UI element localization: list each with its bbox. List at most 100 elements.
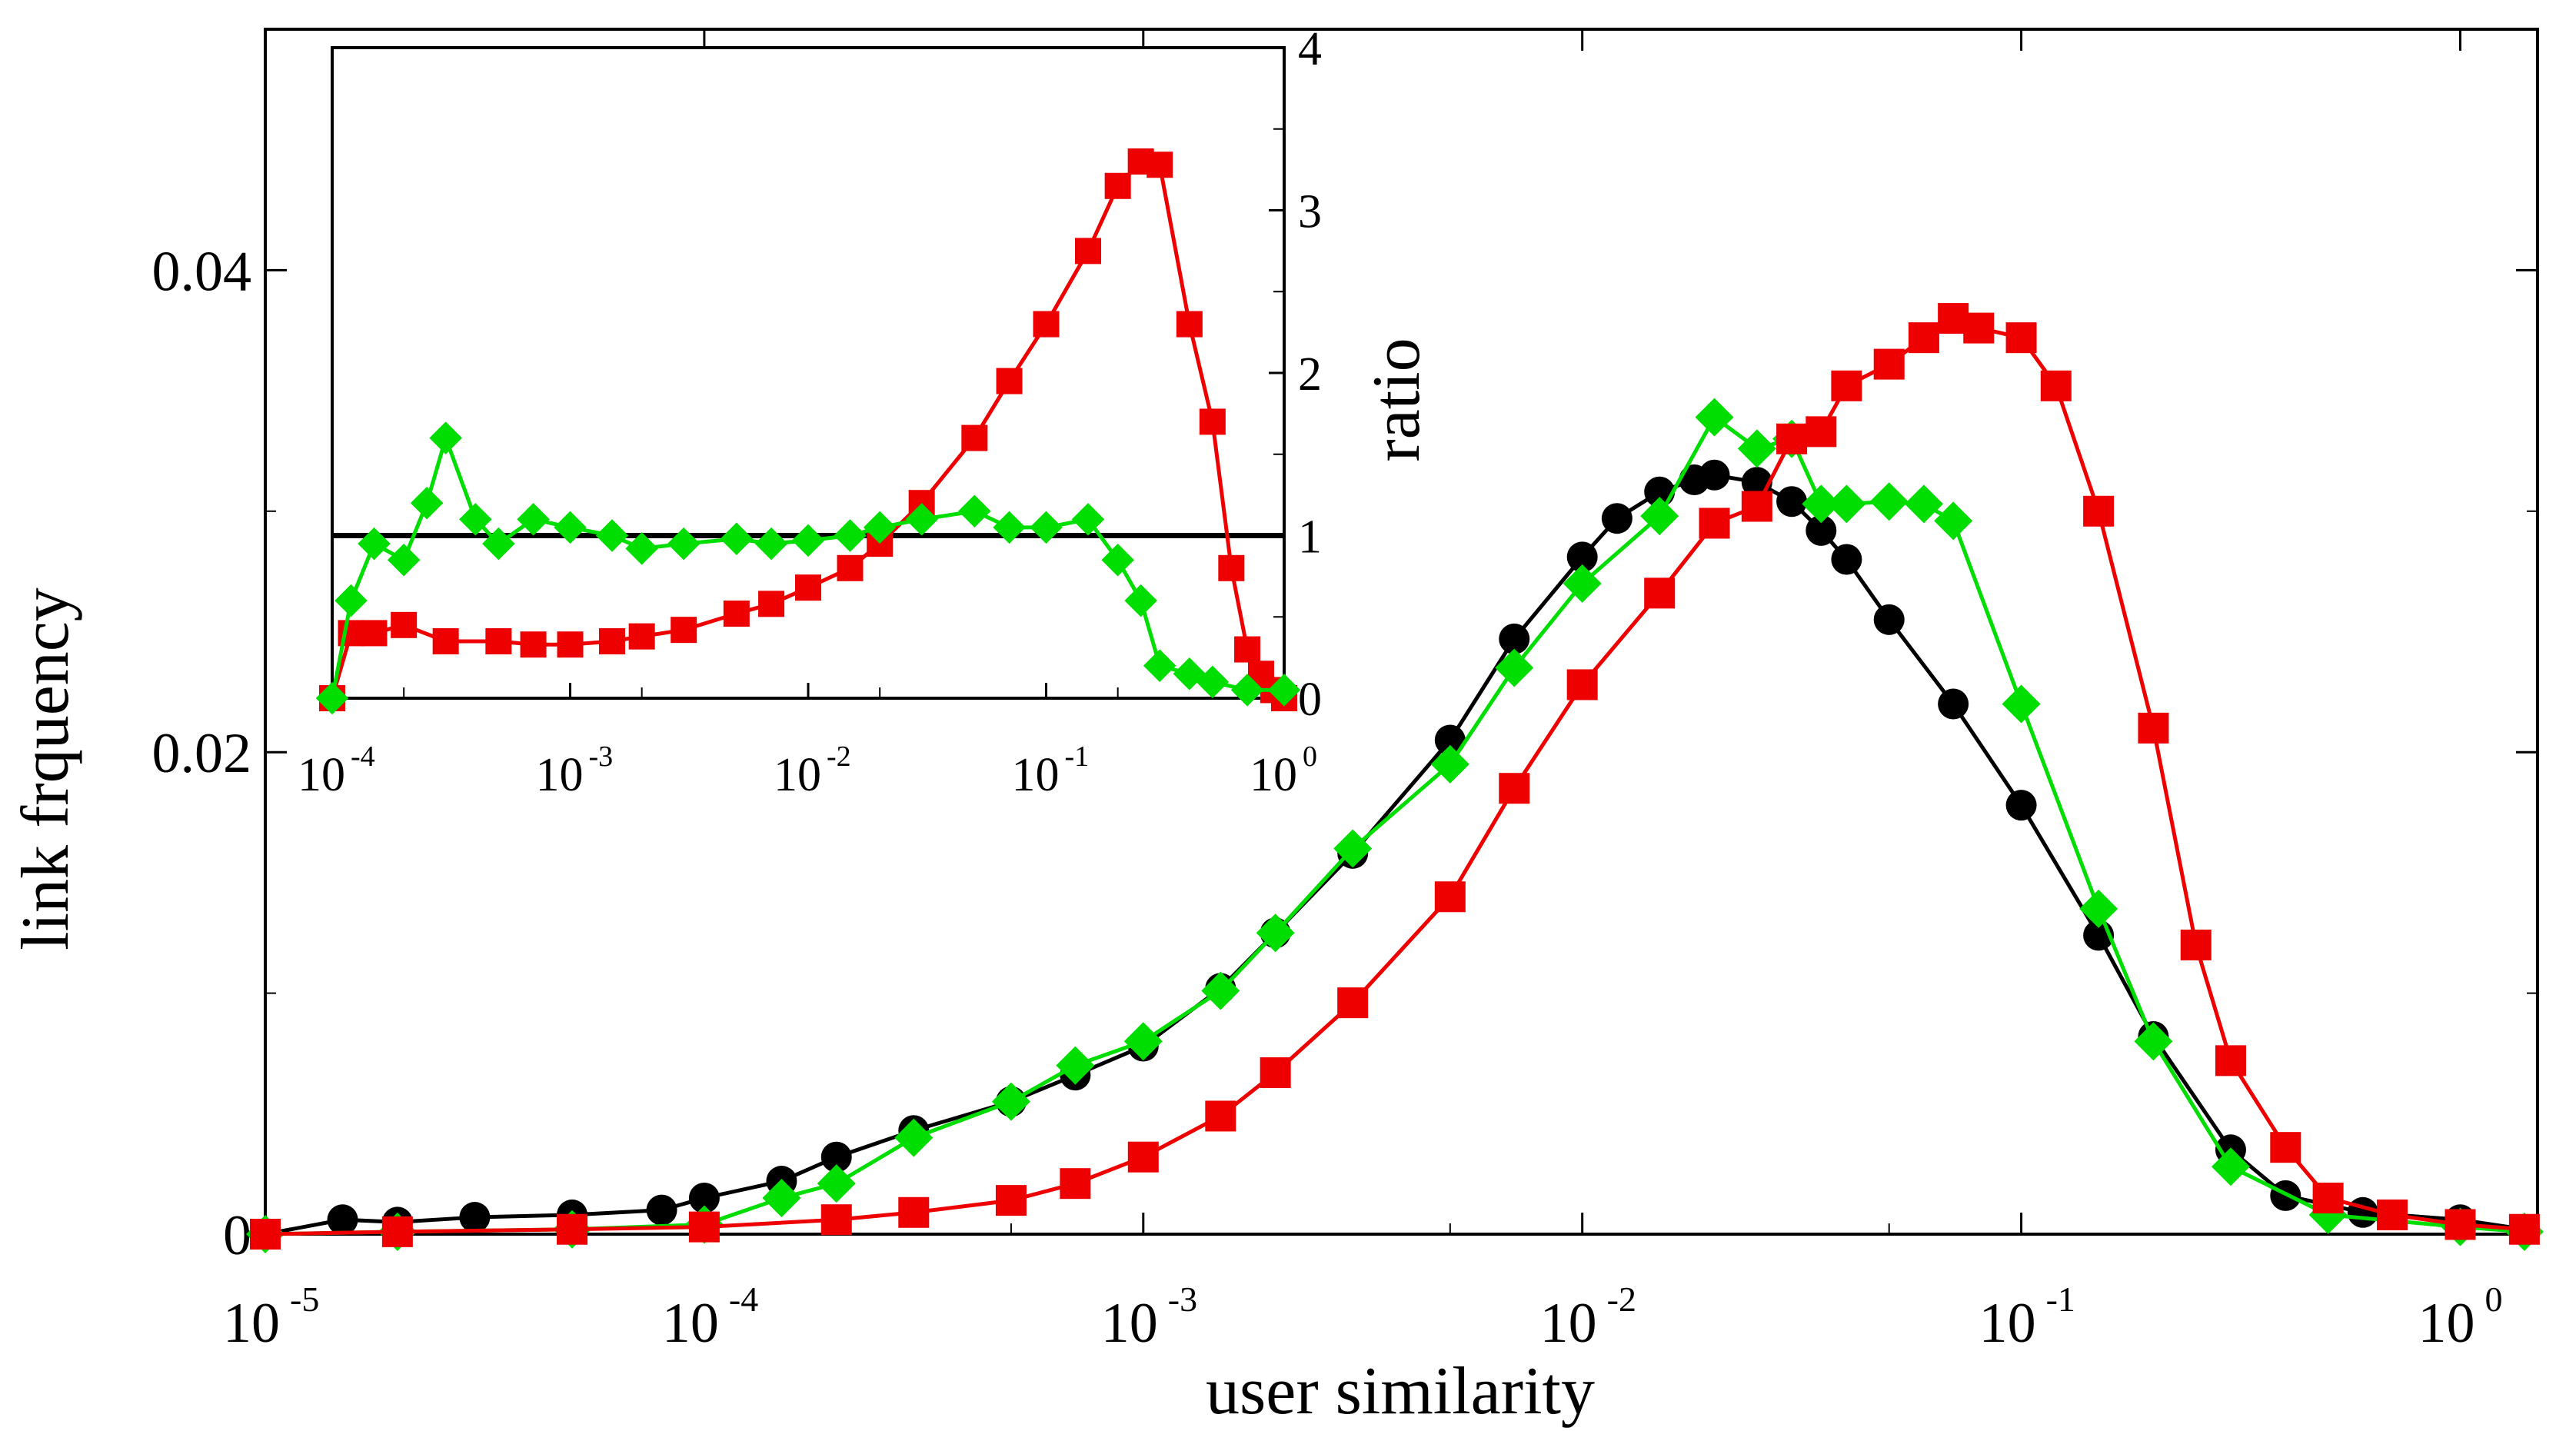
series-line-red-squares bbox=[265, 316, 2525, 1236]
data-point bbox=[1644, 577, 1676, 609]
main-plot-area: 10 -5 10 -4 10 -3 10 -2 10 -1 10 000.020.04 bbox=[152, 28, 2539, 1355]
data-point bbox=[1938, 688, 1969, 720]
data-point bbox=[1802, 484, 1841, 524]
series-line-green-diamonds bbox=[265, 414, 2525, 1236]
data-point bbox=[723, 601, 750, 627]
y-tick-label: 1 bbox=[1298, 511, 1322, 564]
data-point bbox=[1566, 669, 1598, 701]
inset-y-axis-title: ratio bbox=[1360, 338, 1434, 461]
x-tick-exponent: -2 bbox=[827, 740, 851, 773]
data-point bbox=[1075, 238, 1102, 265]
data-point bbox=[667, 527, 701, 561]
data-point bbox=[334, 584, 368, 617]
data-point bbox=[1267, 674, 1301, 707]
y-tick-label: 0.02 bbox=[152, 722, 252, 785]
data-point bbox=[2215, 1045, 2246, 1077]
x-tick-label: 10 bbox=[2418, 1292, 2474, 1355]
series-red-squares bbox=[250, 303, 2540, 1250]
data-point bbox=[1869, 482, 1909, 521]
y-tick-label: 0 bbox=[1298, 674, 1322, 726]
data-point bbox=[1205, 1100, 1236, 1132]
x-tick-exponent: -2 bbox=[1607, 1280, 1636, 1319]
data-point bbox=[327, 1204, 358, 1236]
data-point bbox=[2005, 790, 2037, 821]
x-tick-label: 10 bbox=[298, 749, 345, 801]
y-tick-label: 0.04 bbox=[152, 240, 252, 303]
data-point bbox=[1434, 724, 1466, 756]
x-tick-exponent: 0 bbox=[2484, 1280, 2502, 1319]
data-point bbox=[2002, 684, 2041, 724]
x-tick-exponent: -4 bbox=[729, 1280, 758, 1319]
data-point bbox=[1601, 503, 1632, 534]
data-point bbox=[315, 681, 349, 715]
data-point bbox=[1124, 584, 1157, 617]
data-point bbox=[1566, 541, 1598, 573]
x-tick-exponent: -1 bbox=[2046, 1280, 2075, 1319]
data-point bbox=[1337, 987, 1369, 1019]
data-point bbox=[485, 627, 512, 654]
data-point bbox=[2312, 1182, 2344, 1213]
y-axis-title: link frquency bbox=[8, 587, 83, 950]
data-point bbox=[1218, 554, 1245, 581]
data-point bbox=[1033, 311, 1060, 338]
data-point bbox=[2138, 712, 2169, 744]
data-point bbox=[1147, 151, 1173, 178]
data-point bbox=[1127, 1141, 1159, 1173]
data-point bbox=[1737, 429, 1776, 468]
data-point bbox=[1831, 370, 1862, 401]
data-point bbox=[1499, 623, 1530, 654]
data-point bbox=[817, 1164, 856, 1203]
data-point bbox=[2270, 1132, 2301, 1163]
data-point bbox=[625, 532, 658, 565]
data-point bbox=[628, 623, 655, 650]
data-point bbox=[1030, 511, 1063, 544]
data-point bbox=[1873, 604, 1905, 635]
data-point bbox=[358, 527, 391, 561]
data-point bbox=[1908, 322, 1939, 354]
x-tick-exponent: -1 bbox=[1065, 740, 1090, 773]
data-point bbox=[837, 554, 864, 581]
data-point bbox=[2377, 1199, 2408, 1230]
data-point bbox=[996, 368, 1023, 394]
data-point bbox=[820, 1204, 852, 1236]
data-point bbox=[482, 527, 515, 561]
data-point bbox=[459, 503, 492, 536]
data-point bbox=[1234, 636, 1261, 663]
data-point bbox=[554, 511, 587, 544]
data-point bbox=[387, 543, 421, 577]
data-point bbox=[995, 1185, 1027, 1216]
data-point bbox=[1123, 1022, 1163, 1061]
inset-series-group bbox=[315, 148, 1301, 715]
data-point bbox=[410, 486, 444, 520]
data-point bbox=[557, 1213, 588, 1245]
data-point bbox=[1071, 503, 1105, 536]
data-point bbox=[1060, 1168, 1091, 1200]
data-point bbox=[958, 494, 991, 528]
data-point bbox=[820, 1141, 852, 1173]
data-point bbox=[758, 591, 785, 617]
data-point bbox=[1143, 649, 1177, 682]
data-point bbox=[991, 1082, 1030, 1121]
x-tick-exponent: -3 bbox=[589, 740, 614, 773]
data-point bbox=[1230, 674, 1264, 707]
x-tick-label: 10 bbox=[1540, 1292, 1597, 1355]
data-point bbox=[250, 1219, 281, 1250]
data-point bbox=[1176, 311, 1203, 338]
data-point bbox=[1776, 486, 1808, 517]
data-point bbox=[2040, 370, 2072, 401]
data-point bbox=[2083, 495, 2115, 527]
data-point bbox=[1741, 491, 1772, 522]
y-tick-label: 0 bbox=[223, 1204, 251, 1267]
data-point bbox=[961, 424, 988, 451]
data-point bbox=[2445, 1209, 2476, 1240]
data-point bbox=[1196, 665, 1230, 699]
data-point bbox=[646, 1194, 677, 1226]
x-tick-exponent: 0 bbox=[1303, 740, 1317, 773]
data-point bbox=[1699, 508, 1730, 539]
data-point bbox=[1434, 881, 1466, 913]
data-point bbox=[1873, 348, 1905, 380]
x-tick-label: 10 bbox=[774, 749, 821, 801]
data-point bbox=[1831, 544, 1862, 575]
